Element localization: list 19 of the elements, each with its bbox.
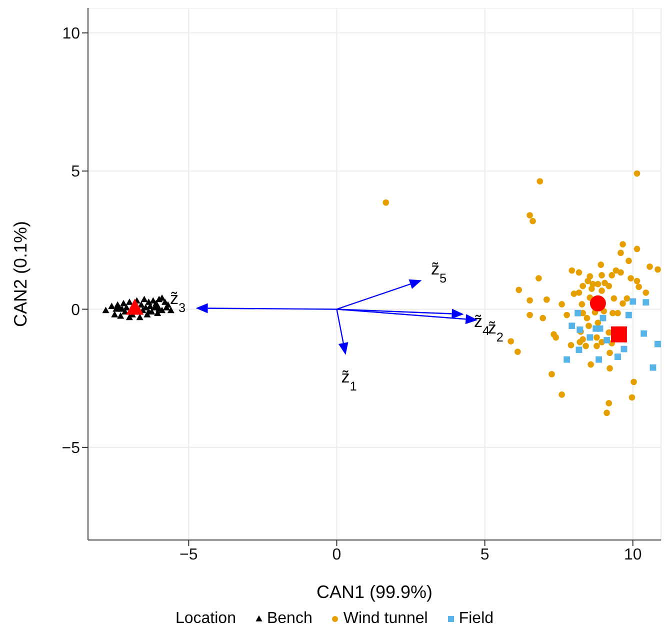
y-tick-label: −5 bbox=[62, 440, 80, 458]
legend-label: Wind tunnel bbox=[343, 610, 428, 628]
x-tick-label: 10 bbox=[624, 546, 642, 564]
y-tick-label: 10 bbox=[62, 26, 80, 43]
annotation: z̃$_{1}$ bbox=[341, 368, 357, 394]
annotation: z̃$_{5}$ bbox=[430, 259, 447, 285]
x-tick-label: −5 bbox=[180, 546, 198, 564]
x-tick-label: 5 bbox=[480, 546, 490, 564]
x-axis-title: CAN1 (99.9%) bbox=[316, 582, 433, 602]
annotation: z̃$_{3}$ bbox=[170, 288, 186, 314]
legend-title: Location bbox=[175, 610, 236, 628]
y-tick-label: 5 bbox=[71, 164, 80, 181]
legend-label: Bench bbox=[266, 610, 312, 628]
y-axis-title: CAN2 (0.1%) bbox=[10, 220, 30, 328]
y-tick-label: 0 bbox=[71, 302, 80, 319]
legend-label: Field bbox=[458, 610, 494, 628]
annotation: z̃$_{4}$ bbox=[474, 312, 490, 338]
x-tick-label: 0 bbox=[332, 546, 342, 564]
annotation: z̃$_{2}$ bbox=[488, 318, 504, 344]
